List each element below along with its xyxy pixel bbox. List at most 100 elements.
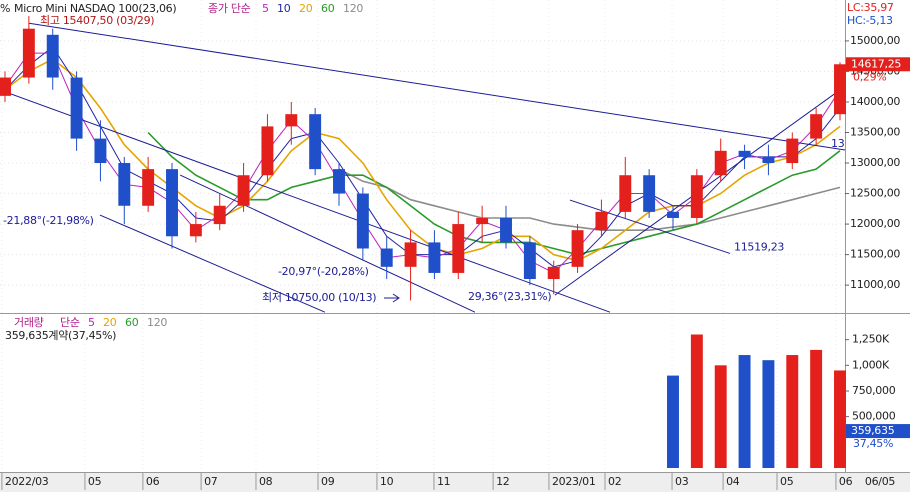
y-tick-label: 11000,00 [850, 278, 900, 291]
high-label: 최고 15407,50 (03/29) [40, 14, 154, 27]
trendline-label: 13 [831, 137, 845, 150]
x-tick-label: 03 [675, 475, 689, 488]
trendline [179, 174, 476, 313]
price-box [846, 57, 910, 72]
candle-body [46, 34, 59, 78]
candle-body [500, 217, 512, 243]
volume-legend-entry: 20 [103, 316, 117, 329]
volume-bar [834, 370, 846, 468]
x-tick-label: 07 [204, 475, 218, 488]
candle-body [166, 169, 178, 237]
volume-bar [786, 355, 799, 468]
candle-body [94, 138, 107, 164]
volume-legend-entry: 5 [88, 316, 95, 329]
candle-body [333, 169, 345, 194]
candle-body [404, 242, 417, 267]
candle-body [667, 211, 679, 218]
candle-body [619, 175, 632, 212]
candle-body [523, 242, 536, 280]
volume-bar [738, 355, 751, 468]
candle-body [643, 175, 656, 212]
candle-body [380, 248, 393, 267]
scale-mark: % [0, 2, 10, 15]
x-tick-label: 06 [146, 475, 160, 488]
legend-entry: 10 [277, 2, 291, 15]
trendline [29, 22, 846, 151]
candle-body [428, 242, 441, 273]
candle-body [213, 205, 226, 225]
candle-body [714, 150, 727, 176]
x-axis-band [0, 472, 910, 492]
x-tick-label: 12 [496, 475, 509, 488]
chart-title: Micro Mini NASDAQ 100(23,06) [14, 2, 176, 15]
y-tick-label: 1,250K [852, 333, 890, 346]
legend-entry: 120 [343, 2, 363, 15]
candle-body [595, 211, 608, 231]
candle-body [237, 175, 250, 206]
x-tick-label: 08 [259, 475, 273, 488]
y-tick-label: 14000,00 [850, 95, 900, 108]
annotation: -20,97°(-20,28%) [278, 265, 369, 278]
candle-body [810, 114, 823, 139]
volume-box-label: 359,635 [851, 424, 895, 437]
price-box-label: 14617,25 [851, 57, 901, 70]
y-tick-label: 15000,00 [850, 34, 900, 47]
legend-entry: 60 [321, 2, 335, 15]
candle-body [738, 150, 751, 157]
y-tick-label: 13000,00 [850, 156, 900, 169]
x-tick-label: 2022/03 [5, 475, 49, 488]
y-tick-label: 11500,00 [850, 248, 900, 261]
candle-body [571, 230, 584, 267]
candle-body [476, 217, 489, 225]
hc-label: HC:-5,13 [847, 14, 893, 27]
low-label: 최저 10750,00 (10/13) [262, 291, 376, 304]
volume-legend-entry: 60 [125, 316, 139, 329]
volume-bar [667, 375, 679, 468]
y-tick-label: 750,000 [852, 384, 896, 397]
candle-body [309, 114, 322, 170]
price-change: 0,29% [853, 70, 886, 83]
trendline-label: 11519,23 [734, 240, 784, 253]
volume-bar [714, 365, 727, 468]
x-tick-label: 11 [437, 475, 450, 488]
candle-body [22, 28, 35, 78]
x-tick-label: 05 [88, 475, 102, 488]
y-tick-label: 12500,00 [850, 187, 900, 200]
y-tick-label: 12000,00 [850, 217, 900, 230]
trendline [569, 199, 731, 254]
lc-label: LC:35,97 [847, 1, 894, 14]
volume-bar [690, 334, 703, 468]
legend-entry: 5 [262, 2, 269, 15]
y-tick-label: 13500,00 [850, 125, 900, 138]
volume-bar [762, 360, 775, 468]
candle-body [762, 156, 775, 164]
candle-body [70, 77, 83, 139]
x-tick-label: 04 [726, 475, 740, 488]
volume-box [846, 424, 910, 439]
candle-body [786, 138, 799, 164]
ma-label: 종가 단순 [208, 2, 251, 15]
trendline [0, 89, 611, 313]
candle-body [142, 169, 155, 206]
ma-line [338, 168, 841, 231]
low-arrow [384, 293, 400, 303]
candle-body [452, 224, 465, 273]
candle-body [189, 224, 202, 237]
volume-name: 거래량 [14, 316, 44, 329]
candle-body [0, 77, 11, 96]
volume-ma-label: 단순 [60, 316, 80, 329]
volume-summary: 359,635계약(37,45%) [5, 328, 116, 342]
trendline [99, 214, 326, 313]
candle-body [285, 114, 298, 127]
candle-body [690, 175, 703, 218]
volume-bar [810, 349, 823, 468]
annotation: 29,36°(23,31%) [468, 290, 551, 303]
candle-body [356, 193, 369, 249]
x-tick-label: 2023/01 [552, 475, 596, 488]
date-label: 06/05 [865, 475, 896, 488]
x-tick-label: 10 [380, 475, 394, 488]
y-tick-label: 1,000K [852, 358, 890, 371]
candle-body [118, 163, 131, 206]
